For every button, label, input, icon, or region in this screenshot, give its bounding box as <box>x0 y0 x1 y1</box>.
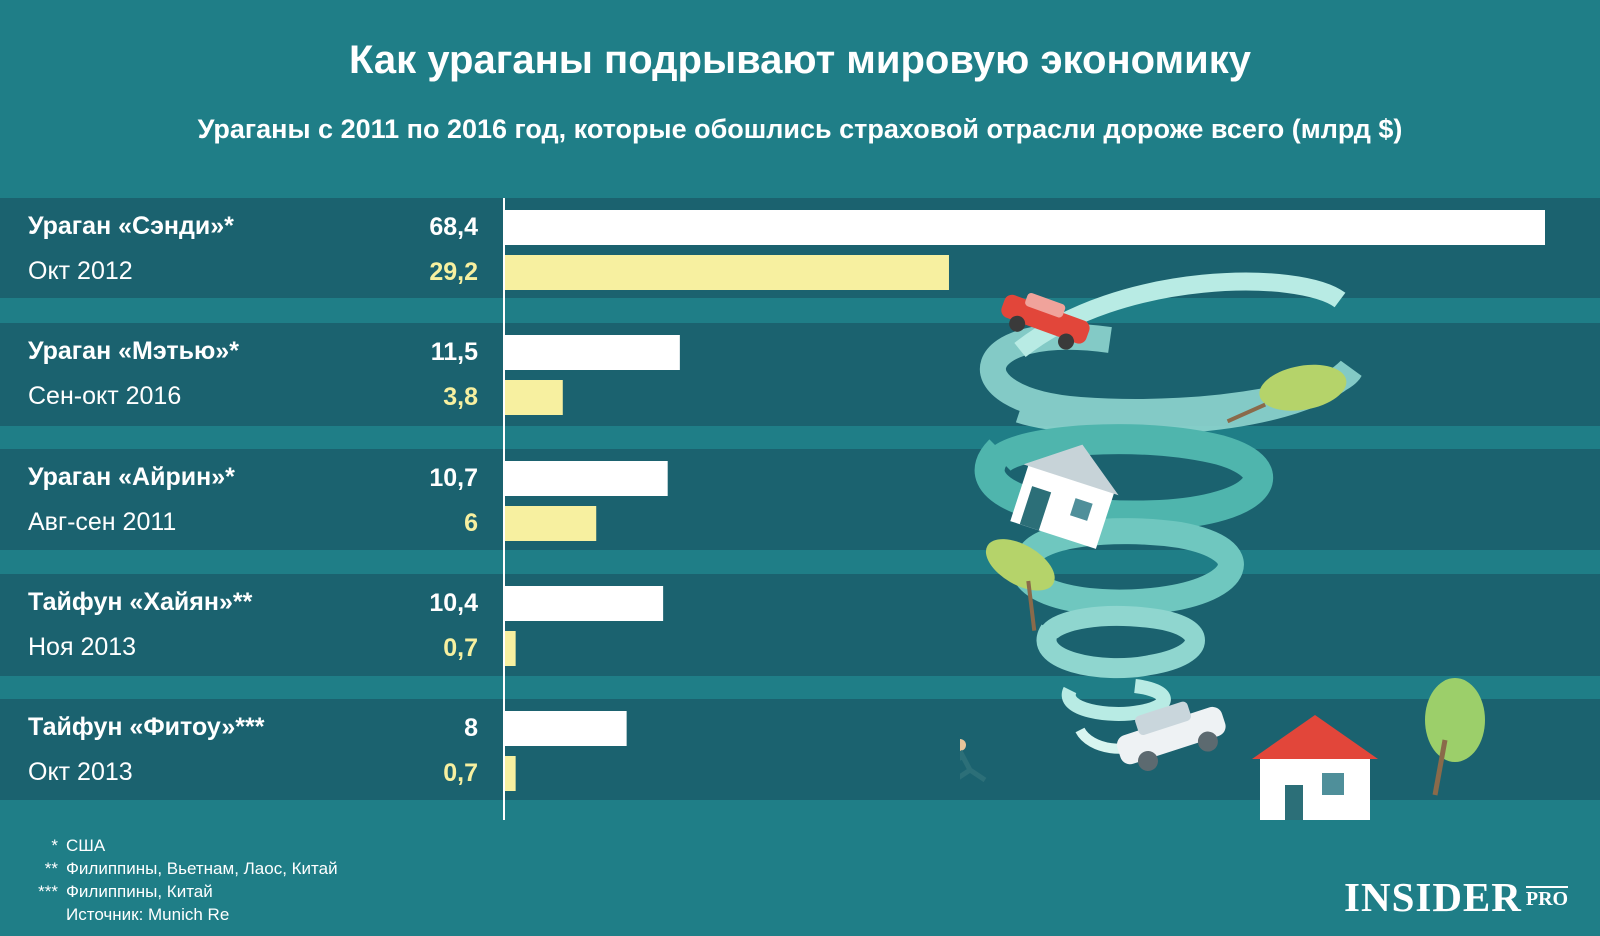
insider-pro-logo: INSIDER PRO <box>1344 874 1569 920</box>
storm-date-label: Окт 2013 <box>28 758 133 786</box>
total-loss-bar <box>505 586 664 621</box>
footnote: * США <box>51 836 106 855</box>
insured-loss-label: 0,7 <box>443 759 478 787</box>
tree-icon <box>985 539 1055 631</box>
storm-name-label: Ураган «Сэнди»* <box>28 212 234 240</box>
white-car-icon <box>1116 701 1226 772</box>
total-loss-bar <box>505 335 680 370</box>
storm-date-label: Сен-окт 2016 <box>28 382 182 410</box>
chart-title: Как ураганы подрывают мировую экономику <box>349 38 1251 82</box>
axis-line <box>503 198 505 820</box>
red-car-icon <box>1001 292 1090 350</box>
insured-loss-label: 3,8 <box>443 383 478 411</box>
house-icon <box>1252 715 1378 820</box>
row-band <box>0 574 1600 676</box>
insured-loss-label: 6 <box>464 509 478 537</box>
total-loss-label: 8 <box>464 714 478 742</box>
storm-name-label: Ураган «Мэтью»* <box>28 337 239 365</box>
total-loss-bar <box>505 461 668 496</box>
storm-name-label: Тайфун «Хайян»** <box>28 588 253 616</box>
insured-loss-bar <box>505 255 949 290</box>
total-loss-label: 10,7 <box>429 464 478 492</box>
chart-subtitle: Ураганы с 2011 по 2016 год, которые обош… <box>197 114 1403 144</box>
footnote: ** Филиппины, Вьетнам, Лаос, Китай <box>44 859 338 878</box>
total-loss-bar <box>505 210 1545 245</box>
source-note: Источник: Munich Re <box>66 905 230 924</box>
insured-loss-bar <box>505 631 516 666</box>
insured-loss-bar <box>505 506 597 541</box>
flying-house-icon <box>1010 444 1119 549</box>
insured-loss-bar <box>505 380 563 415</box>
total-loss-bar <box>505 711 627 746</box>
storm-date-label: Авг-сен 2011 <box>28 508 177 536</box>
row-band <box>0 449 1600 550</box>
insured-loss-label: 29,2 <box>429 258 478 286</box>
total-loss-label: 11,5 <box>430 338 478 366</box>
total-loss-label: 10,4 <box>429 589 478 617</box>
insured-loss-label: 0,7 <box>443 634 478 662</box>
storm-name-label: Тайфун «Фитоу»*** <box>28 713 265 741</box>
running-person-icon <box>960 739 987 783</box>
insured-loss-bar <box>505 756 516 791</box>
storm-name-label: Ураган «Айрин»* <box>28 463 235 491</box>
footnotes: * США ** Филиппины, Вьетнам, Лаос, Китай *… <box>28 834 338 926</box>
tree-icon <box>1226 364 1347 424</box>
storm-date-label: Окт 2012 <box>28 257 133 285</box>
tornado-illustration <box>960 272 1485 820</box>
storm-date-label: Ноя 2013 <box>28 633 137 661</box>
total-loss-label: 68,4 <box>429 213 478 241</box>
footnote: *** Филиппины, Китай <box>38 882 213 901</box>
tree-icon <box>1425 678 1485 796</box>
